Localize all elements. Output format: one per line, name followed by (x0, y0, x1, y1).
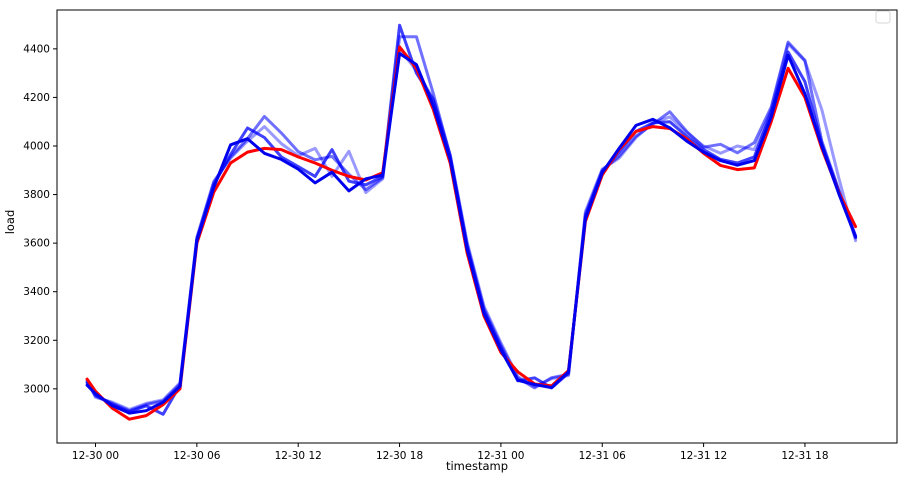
x-tick-label: 12-30 12 (275, 450, 322, 462)
y-tick-label: 3600 (23, 238, 50, 250)
x-tick-label: 12-31 18 (781, 450, 828, 462)
x-tick-label: 12-31 06 (579, 450, 627, 462)
y-tick-label: 3400 (23, 286, 50, 298)
x-tick-label: 12-30 18 (376, 450, 423, 462)
x-tick-label: 12-30 06 (173, 450, 221, 462)
plot-border (56, 9, 898, 444)
x-axis-label: timestamp (445, 459, 509, 473)
y-tick-label: 4200 (23, 92, 50, 104)
red-line (85, 45, 858, 421)
y-tick-label: 4400 (23, 43, 50, 55)
y-axis-label: load (3, 209, 17, 235)
x-tick-label: 12-30 00 (72, 450, 119, 462)
y-tick-label: 3000 (23, 383, 50, 395)
blue-line-1 (85, 52, 858, 415)
y-tick-label: 4000 (23, 140, 50, 152)
x-tick-label: 12-31 00 (477, 450, 524, 462)
x-tick-label: 12-31 12 (680, 450, 727, 462)
y-tick-label: 3200 (23, 335, 50, 347)
legend-box (875, 10, 891, 24)
y-tick-label: 3800 (23, 189, 50, 201)
